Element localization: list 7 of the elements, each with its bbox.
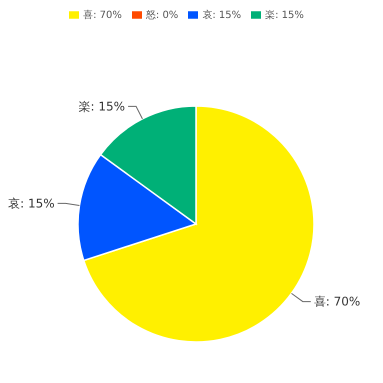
slice-label: 喜: 70%: [314, 294, 360, 309]
legend-label: 喜: 70%: [83, 10, 122, 21]
slice-label: 楽: 15%: [78, 99, 126, 114]
legend-label: 怒: 0%: [146, 10, 178, 21]
slice-label: 哀: 15%: [8, 196, 55, 210]
legend-label: 楽: 15%: [265, 10, 304, 21]
legend-label: 哀: 15%: [202, 10, 242, 21]
